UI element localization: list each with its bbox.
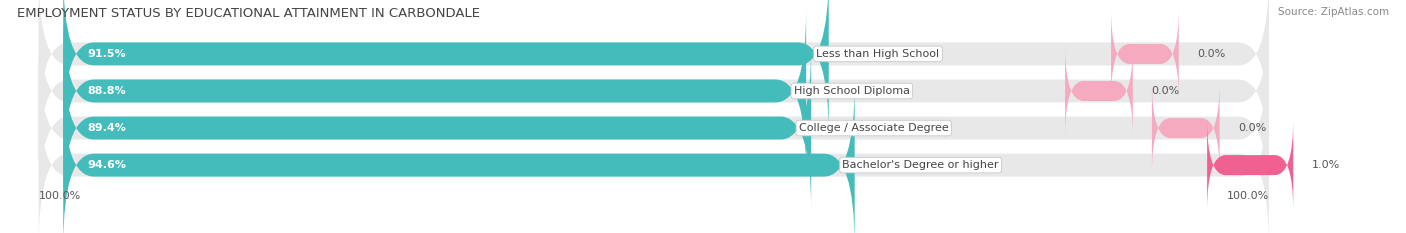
FancyBboxPatch shape xyxy=(39,10,1268,172)
FancyBboxPatch shape xyxy=(1152,82,1219,174)
Text: 0.0%: 0.0% xyxy=(1152,86,1180,96)
Text: College / Associate Degree: College / Associate Degree xyxy=(799,123,949,133)
Text: 94.6%: 94.6% xyxy=(87,160,127,170)
Text: 100.0%: 100.0% xyxy=(1226,191,1268,201)
Text: 1.0%: 1.0% xyxy=(1312,160,1340,170)
FancyBboxPatch shape xyxy=(1066,45,1133,137)
Text: High School Diploma: High School Diploma xyxy=(794,86,910,96)
FancyBboxPatch shape xyxy=(63,47,811,209)
Text: 89.4%: 89.4% xyxy=(87,123,127,133)
Text: Source: ZipAtlas.com: Source: ZipAtlas.com xyxy=(1278,7,1389,17)
Text: 88.8%: 88.8% xyxy=(87,86,127,96)
FancyBboxPatch shape xyxy=(63,84,855,233)
Text: EMPLOYMENT STATUS BY EDUCATIONAL ATTAINMENT IN CARBONDALE: EMPLOYMENT STATUS BY EDUCATIONAL ATTAINM… xyxy=(17,7,479,20)
Text: 91.5%: 91.5% xyxy=(87,49,127,59)
FancyBboxPatch shape xyxy=(63,0,828,135)
FancyBboxPatch shape xyxy=(1208,120,1294,211)
FancyBboxPatch shape xyxy=(39,0,1268,135)
Text: Less than High School: Less than High School xyxy=(817,49,939,59)
Text: 100.0%: 100.0% xyxy=(39,191,82,201)
FancyBboxPatch shape xyxy=(63,10,806,172)
Text: 0.0%: 0.0% xyxy=(1197,49,1226,59)
FancyBboxPatch shape xyxy=(1111,8,1178,99)
FancyBboxPatch shape xyxy=(39,84,1268,233)
Text: Bachelor's Degree or higher: Bachelor's Degree or higher xyxy=(842,160,998,170)
FancyBboxPatch shape xyxy=(39,47,1268,209)
Text: 0.0%: 0.0% xyxy=(1239,123,1267,133)
